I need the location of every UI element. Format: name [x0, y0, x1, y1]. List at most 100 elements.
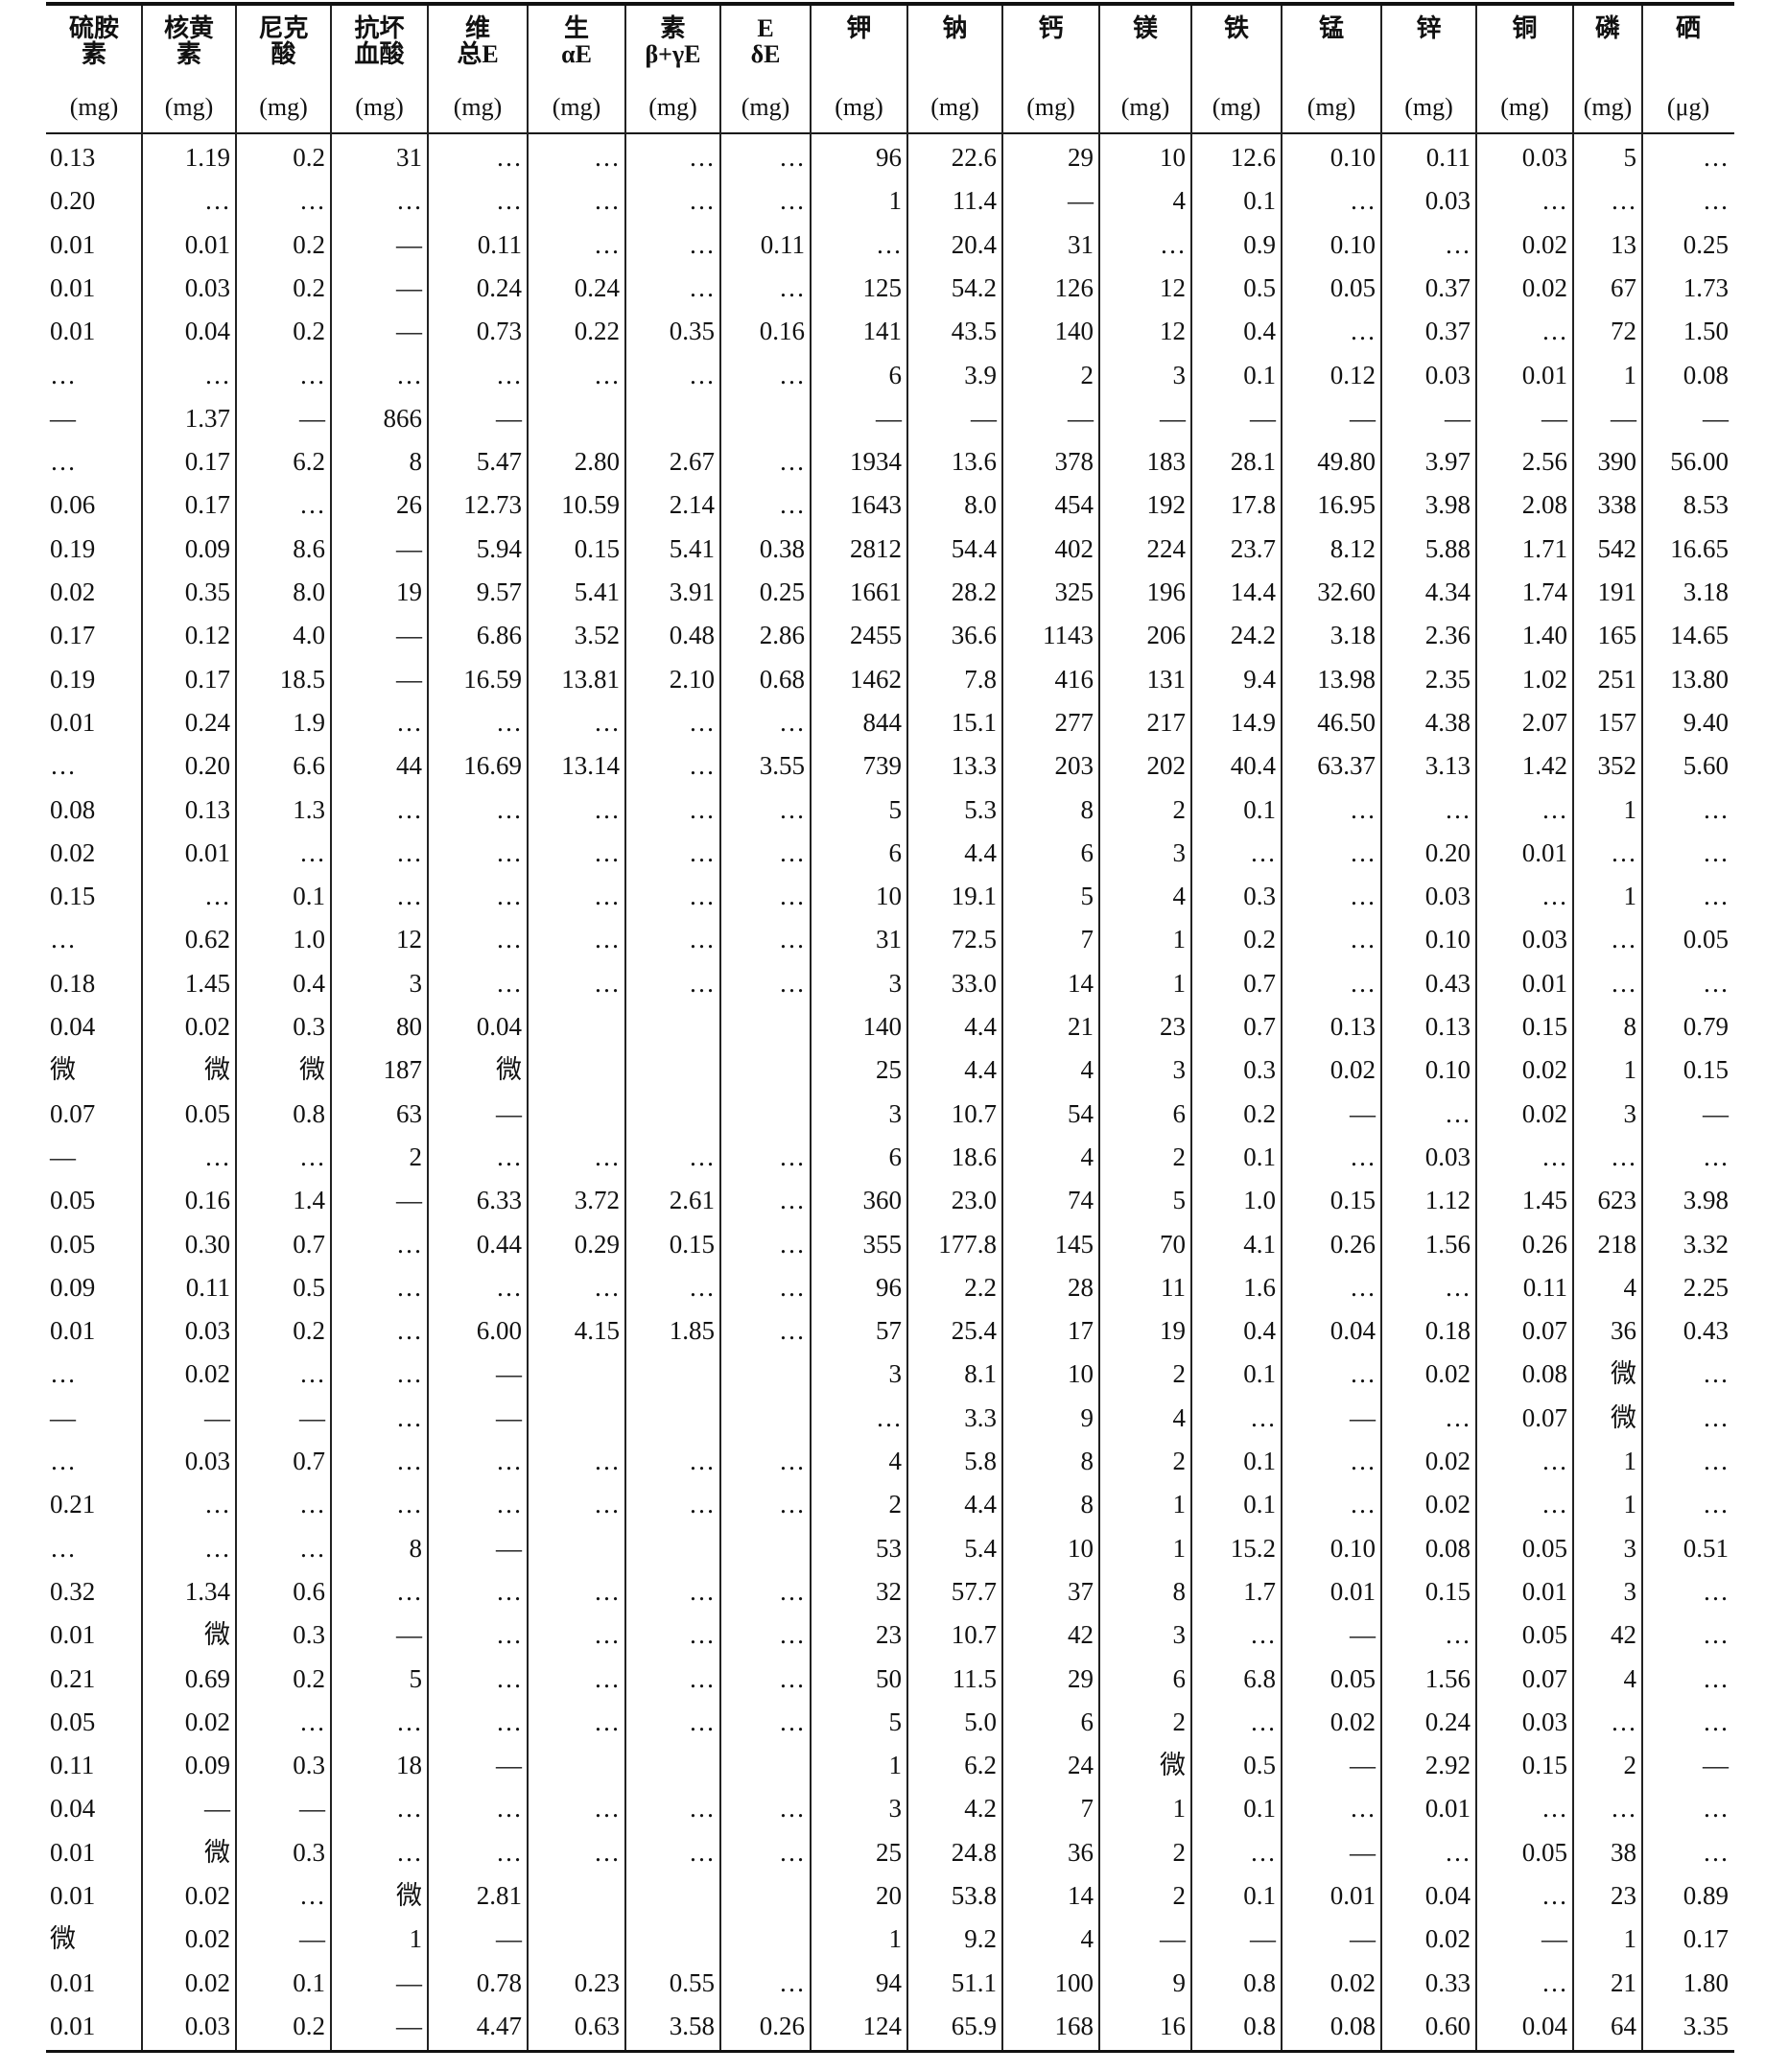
table-cell: 8.0 — [293, 577, 325, 606]
table-cell: … — [689, 1620, 715, 1650]
table-cell: 5 — [888, 794, 903, 824]
table-cell: … — [689, 1794, 715, 1824]
table-cell: 6.86 — [476, 621, 522, 650]
table-cell: 0.19 — [50, 664, 96, 694]
table-cell: … — [689, 882, 715, 911]
table-cell: 0.05 — [50, 1229, 96, 1259]
table-cell: 2.36 — [1424, 621, 1471, 650]
table-cell: 3 — [1623, 1098, 1637, 1128]
table-cell: — — [204, 1794, 230, 1824]
table-cell: 40.4 — [1230, 751, 1276, 781]
table-cell: 微 — [496, 1055, 522, 1085]
table-cell: 0.44 — [476, 1229, 522, 1259]
table-cell: 0.1 — [1243, 186, 1276, 216]
table-cell: 1.02 — [1521, 664, 1567, 694]
table-cell: … — [689, 1663, 715, 1693]
table-cell: 3.72 — [574, 1186, 620, 1215]
table-cell: 7.8 — [964, 664, 997, 694]
table-cell: 42 — [1068, 1620, 1094, 1650]
table-cell: 38 — [1611, 1837, 1636, 1867]
table-cell: … — [779, 1229, 805, 1259]
table-cell: 9.40 — [1683, 707, 1729, 737]
table-cell: 1.4 — [293, 1186, 325, 1215]
table-cell: 0.04 — [1330, 1316, 1376, 1346]
table-cell: 192 — [1146, 490, 1187, 520]
table-cell: 0.02 — [1521, 1055, 1567, 1085]
table-cell: — — [1445, 403, 1471, 433]
table-cell: … — [1350, 837, 1376, 867]
table-cell: — — [1350, 1098, 1376, 1128]
table-cell: 6.2 — [964, 1751, 997, 1780]
table-cell: 2.07 — [1521, 707, 1567, 737]
table-cell: 2 — [888, 1490, 903, 1519]
table-cell: 2812 — [850, 533, 902, 563]
table-cell: 0.03 — [1424, 882, 1471, 911]
table-cell: 0.19 — [50, 533, 96, 563]
table-cell: — — [496, 1924, 522, 1954]
table-cell: 1 — [888, 186, 903, 216]
table-cell: 416 — [1054, 664, 1094, 694]
table-cell: … — [594, 1707, 620, 1736]
table-cell: … — [496, 360, 522, 389]
table-cell: 5.8 — [964, 1447, 997, 1475]
table-cell: 0.1 — [1243, 794, 1276, 824]
column-header: δE — [750, 40, 781, 68]
table-cell: 16.59 — [463, 664, 522, 694]
table-cell: … — [594, 1142, 620, 1171]
table-cell: 0.07 — [1521, 1316, 1567, 1346]
table-cell: 0.7 — [293, 1229, 325, 1259]
table-cell: 0.37 — [1424, 317, 1471, 346]
table-cell: 141 — [862, 317, 903, 346]
table-cell: 53 — [876, 1533, 902, 1563]
table-cell: … — [779, 1272, 805, 1302]
table-cell: … — [779, 272, 805, 302]
table-cell: 0.08 — [1521, 1359, 1567, 1389]
column-rule — [235, 6, 237, 2051]
table-cell: 1 — [1172, 968, 1187, 998]
table-cell: 0.08 — [50, 794, 96, 824]
table-cell: — — [1350, 1924, 1376, 1954]
table-cell: 24 — [1068, 1751, 1094, 1780]
table-cell: … — [204, 1533, 230, 1563]
table-cell: — — [496, 1533, 522, 1563]
table-cell: 0.3 — [293, 1751, 325, 1780]
column-rule — [810, 6, 812, 2051]
table-cell: … — [1703, 794, 1729, 824]
table-cell: … — [689, 707, 715, 737]
table-cell: 37 — [1068, 1576, 1094, 1606]
table-cell: 0.15 — [1521, 1012, 1567, 1041]
table-cell: … — [594, 360, 620, 389]
table-cell: 10 — [1160, 143, 1186, 172]
table-cell: 0.05 — [50, 1707, 96, 1736]
table-cell: 26 — [396, 490, 422, 520]
table-cell: 0.02 — [1424, 1924, 1471, 1954]
table-cell: … — [1541, 1142, 1567, 1171]
table-cell: … — [1350, 925, 1376, 954]
table-cell: 0.1 — [1243, 360, 1276, 389]
table-cell: 0.15 — [1683, 1055, 1729, 1085]
table-cell: 0.4 — [293, 968, 325, 998]
table-cell: 157 — [1597, 707, 1637, 737]
table-cell: 454 — [1054, 490, 1094, 520]
table-cell: … — [779, 1316, 805, 1346]
table-cell: — — [299, 1924, 325, 1954]
table-cell: … — [594, 794, 620, 824]
table-cell: … — [204, 186, 230, 216]
table-cell: 31 — [1068, 229, 1094, 259]
table-cell: — — [396, 229, 422, 259]
table-cell: 2.81 — [476, 1881, 522, 1910]
table-cell: — — [1160, 1924, 1186, 1954]
table-cell: 0.03 — [184, 272, 230, 302]
table-cell: … — [1250, 1707, 1276, 1736]
table-cell: … — [396, 1576, 422, 1606]
table-cell: 3 — [888, 1359, 903, 1389]
table-cell: 2455 — [850, 621, 902, 650]
table-cell: 0.4 — [1243, 317, 1276, 346]
table-cell: 1.45 — [1521, 1186, 1567, 1215]
column-rule — [1641, 6, 1643, 2051]
table-cell: 微 — [396, 1881, 422, 1910]
table-cell: 63.37 — [1317, 751, 1376, 781]
column-header: 锌 — [1416, 14, 1442, 42]
table-cell: 1.40 — [1521, 621, 1567, 650]
